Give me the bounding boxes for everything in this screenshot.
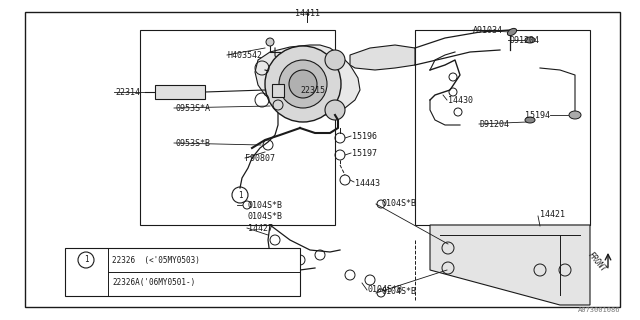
Text: A91034: A91034	[473, 26, 503, 35]
Text: 0104S*B: 0104S*B	[248, 201, 283, 210]
Polygon shape	[255, 45, 360, 116]
Text: 14427: 14427	[248, 223, 273, 233]
Text: D91204: D91204	[510, 36, 540, 44]
Polygon shape	[350, 45, 415, 70]
Text: 0104S*B: 0104S*B	[382, 287, 417, 297]
Text: 14421: 14421	[540, 210, 565, 219]
Bar	[65, 248, 300, 296]
Circle shape	[266, 38, 274, 46]
Polygon shape	[430, 225, 590, 305]
Text: D91204: D91204	[480, 119, 510, 129]
Text: 0953S*A: 0953S*A	[175, 103, 210, 113]
Text: 22326  (<'05MY0503): 22326 (<'05MY0503)	[112, 255, 200, 265]
Text: F90807: F90807	[245, 154, 275, 163]
Text: A073001086: A073001086	[577, 307, 620, 313]
Circle shape	[279, 60, 327, 108]
Text: 15194: 15194	[525, 110, 550, 119]
Text: 22326A('06MY0501-): 22326A('06MY0501-)	[112, 278, 195, 287]
Circle shape	[325, 50, 345, 70]
Text: 22315: 22315	[300, 85, 325, 94]
Text: 14443: 14443	[355, 179, 380, 188]
Ellipse shape	[508, 28, 516, 36]
Text: 15196: 15196	[352, 132, 377, 140]
Bar	[140, 30, 335, 225]
Ellipse shape	[525, 37, 535, 43]
Text: 1: 1	[84, 255, 88, 265]
Text: 22314: 22314	[115, 87, 140, 97]
Circle shape	[265, 46, 341, 122]
Ellipse shape	[569, 111, 581, 119]
Circle shape	[325, 100, 345, 120]
Bar	[155, 85, 205, 99]
Text: 0104S*B: 0104S*B	[248, 212, 283, 220]
Ellipse shape	[525, 117, 535, 123]
Bar	[415, 30, 590, 225]
Text: FRONT: FRONT	[586, 250, 608, 274]
Text: 14430: 14430	[448, 95, 473, 105]
Text: 15197: 15197	[352, 148, 377, 157]
Bar	[272, 84, 284, 97]
Text: H403542: H403542	[228, 51, 263, 60]
Text: 0104S*B: 0104S*B	[368, 285, 403, 294]
Text: 0104S*B: 0104S*B	[382, 198, 417, 207]
Text: 1: 1	[237, 190, 243, 199]
Text: 14411: 14411	[294, 9, 319, 18]
Text: 0953S*B: 0953S*B	[175, 139, 210, 148]
Circle shape	[289, 70, 317, 98]
